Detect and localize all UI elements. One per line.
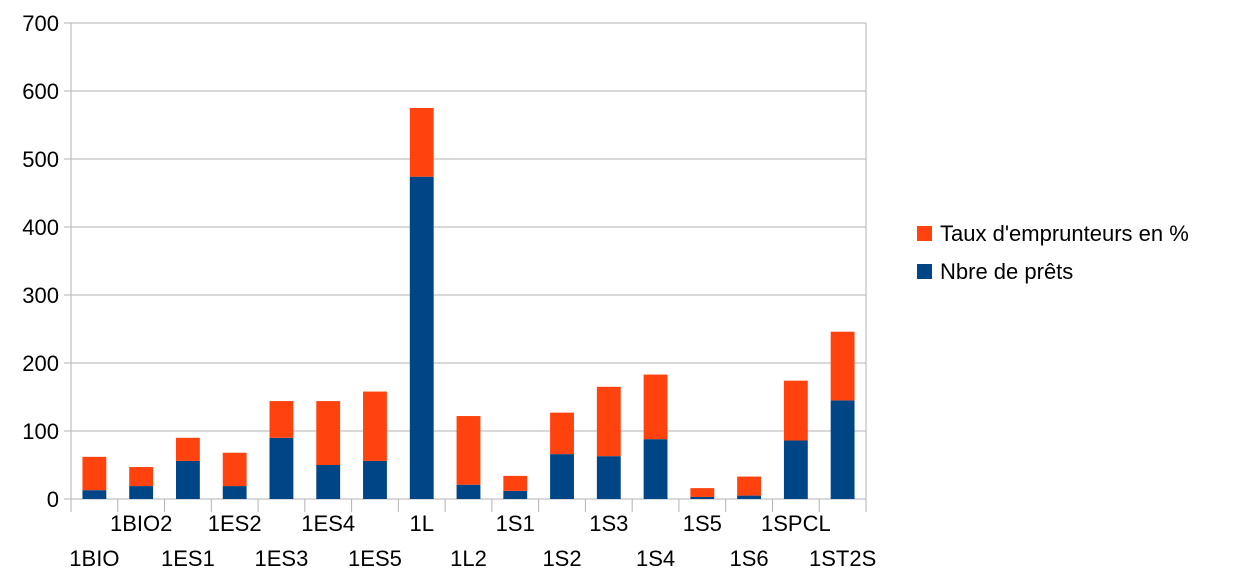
y-tick-label: 700 xyxy=(22,11,59,36)
grid-lines xyxy=(64,22,866,500)
bar-nbre-de-prets-1s4 xyxy=(643,439,668,499)
bar-nbre-de-prets-1l2 xyxy=(456,484,481,499)
legend-swatch-taux xyxy=(917,226,932,241)
legend: Taux d'emprunteurs en % Nbre de prêts xyxy=(917,221,1189,284)
x-tick-label: 1S4 xyxy=(636,546,675,571)
x-tick-label: 1S1 xyxy=(496,511,535,536)
x-tick-labels: 1BIO 1BIO2 1ES1 1ES2 1ES3 1ES4 1ES5 1L 1L2 1S1 1S2… xyxy=(69,511,876,571)
y-tick-labels: 0 100 200 300 400 500 600 700 xyxy=(22,11,59,512)
bar-taux-emprunteurs-1es5 xyxy=(363,391,387,461)
y-tick-label: 500 xyxy=(22,147,59,172)
bar-taux-emprunteurs-1s2 xyxy=(550,412,574,455)
bar-nbre-de-prets-1s3 xyxy=(596,456,621,499)
bar-nbre-de-prets-1l xyxy=(409,176,434,499)
x-tick-label: 1S5 xyxy=(683,511,722,536)
bar-taux-emprunteurs-1l2 xyxy=(456,416,481,485)
bar-taux-emprunteurs-1s4 xyxy=(643,374,668,440)
bar-nbre-de-prets-1spcl xyxy=(783,440,808,499)
bar-taux-emprunteurs-1s5 xyxy=(690,488,715,497)
y-tick-label: 400 xyxy=(22,215,59,240)
x-tick-label: 1S2 xyxy=(542,546,581,571)
bar-nbre-de-prets-1s5 xyxy=(690,496,715,499)
x-tick-label: 1L2 xyxy=(450,546,487,571)
bar-taux-emprunteurs-1bio2 xyxy=(129,467,154,487)
y-tick-label: 200 xyxy=(22,351,59,376)
bar-nbre-de-prets-1s6 xyxy=(737,495,762,499)
x-tick-label: 1BIO xyxy=(69,546,119,571)
x-tick-label: 1BIO2 xyxy=(110,511,172,536)
bars xyxy=(82,108,855,499)
bar-nbre-de-prets-1bio xyxy=(82,490,107,499)
bar-nbre-de-prets-1st2s xyxy=(830,400,855,499)
y-tick-label: 600 xyxy=(22,79,59,104)
bar-taux-emprunteurs-1es2 xyxy=(222,452,247,487)
bar-taux-emprunteurs-1s3 xyxy=(596,386,621,457)
bar-nbre-de-prets-1es4 xyxy=(316,465,341,499)
bar-taux-emprunteurs-1spcl xyxy=(783,380,808,441)
x-tick-label: 1ES5 xyxy=(348,546,402,571)
legend-swatch-nbre xyxy=(917,264,932,279)
bar-nbre-de-prets-1s1 xyxy=(503,490,528,499)
axes xyxy=(70,23,867,512)
y-tick-label: 0 xyxy=(47,487,59,512)
y-tick-label: 100 xyxy=(22,419,59,444)
x-tick-label: 1S6 xyxy=(730,546,769,571)
bar-taux-emprunteurs-1s6 xyxy=(737,476,762,496)
bar-taux-emprunteurs-1l xyxy=(409,108,434,177)
bar-taux-emprunteurs-1es3 xyxy=(269,401,294,438)
bar-nbre-de-prets-1es2 xyxy=(222,486,247,499)
bar-taux-emprunteurs-1es1 xyxy=(175,437,200,461)
bar-taux-emprunteurs-1st2s xyxy=(830,331,855,401)
bar-nbre-de-prets-1es1 xyxy=(175,460,200,499)
bar-taux-emprunteurs-1bio xyxy=(82,456,107,491)
bar-nbre-de-prets-1bio2 xyxy=(129,486,154,499)
bar-taux-emprunteurs-1s1 xyxy=(503,475,528,491)
legend-label-nbre: Nbre de prêts xyxy=(940,259,1073,284)
x-tick-label: 1ST2S xyxy=(809,546,876,571)
x-tick-label: 1SPCL xyxy=(761,511,831,536)
bar-nbre-de-prets-1es3 xyxy=(269,437,294,499)
bar-nbre-de-prets-1s2 xyxy=(550,454,574,499)
x-tick-label: 1S3 xyxy=(589,511,628,536)
x-tick-label: 1L xyxy=(409,511,433,536)
x-tick-label: 1ES2 xyxy=(208,511,262,536)
x-tick-label: 1ES4 xyxy=(301,511,355,536)
bar-taux-emprunteurs-1es4 xyxy=(316,401,341,465)
legend-label-taux: Taux d'emprunteurs en % xyxy=(940,221,1189,246)
y-tick-label: 300 xyxy=(22,283,59,308)
bar-nbre-de-prets-1es5 xyxy=(363,460,387,499)
x-tick-label: 1ES3 xyxy=(255,546,309,571)
x-tick-label: 1ES1 xyxy=(161,546,215,571)
